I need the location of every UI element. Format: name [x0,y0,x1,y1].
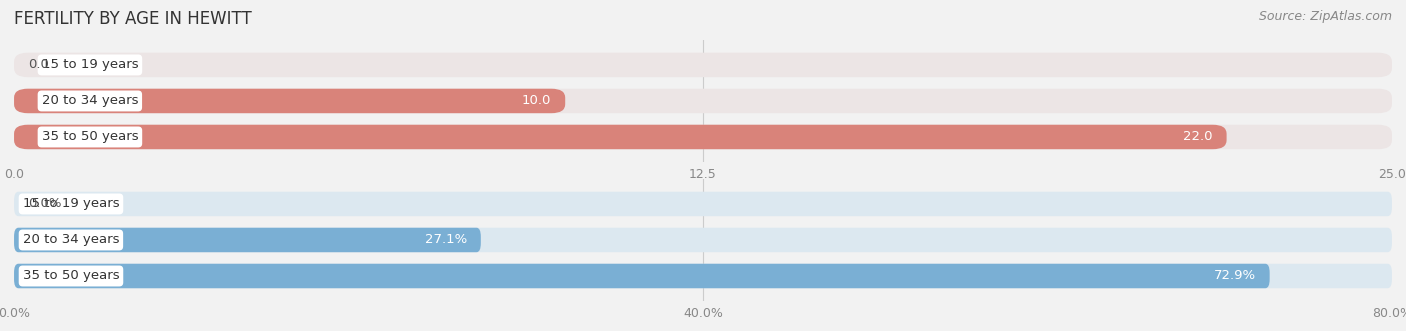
Text: 20 to 34 years: 20 to 34 years [22,233,120,247]
FancyBboxPatch shape [14,264,1270,288]
FancyBboxPatch shape [14,125,1226,149]
Text: 22.0: 22.0 [1184,130,1213,143]
FancyBboxPatch shape [14,228,1392,252]
FancyBboxPatch shape [14,53,1392,77]
Text: 15 to 19 years: 15 to 19 years [42,59,138,71]
Text: 20 to 34 years: 20 to 34 years [42,94,138,108]
FancyBboxPatch shape [14,125,1392,149]
FancyBboxPatch shape [14,228,481,252]
Text: 27.1%: 27.1% [425,233,467,247]
Text: 10.0: 10.0 [522,94,551,108]
Text: 0.0: 0.0 [28,59,49,71]
FancyBboxPatch shape [14,89,1392,113]
FancyBboxPatch shape [14,264,1392,288]
Text: 35 to 50 years: 35 to 50 years [42,130,138,143]
FancyBboxPatch shape [14,89,565,113]
Text: 35 to 50 years: 35 to 50 years [22,269,120,282]
Text: FERTILITY BY AGE IN HEWITT: FERTILITY BY AGE IN HEWITT [14,10,252,28]
FancyBboxPatch shape [14,192,1392,216]
Text: 15 to 19 years: 15 to 19 years [22,198,120,211]
Text: 0.0%: 0.0% [28,198,62,211]
Text: 72.9%: 72.9% [1213,269,1256,282]
Text: Source: ZipAtlas.com: Source: ZipAtlas.com [1258,10,1392,23]
